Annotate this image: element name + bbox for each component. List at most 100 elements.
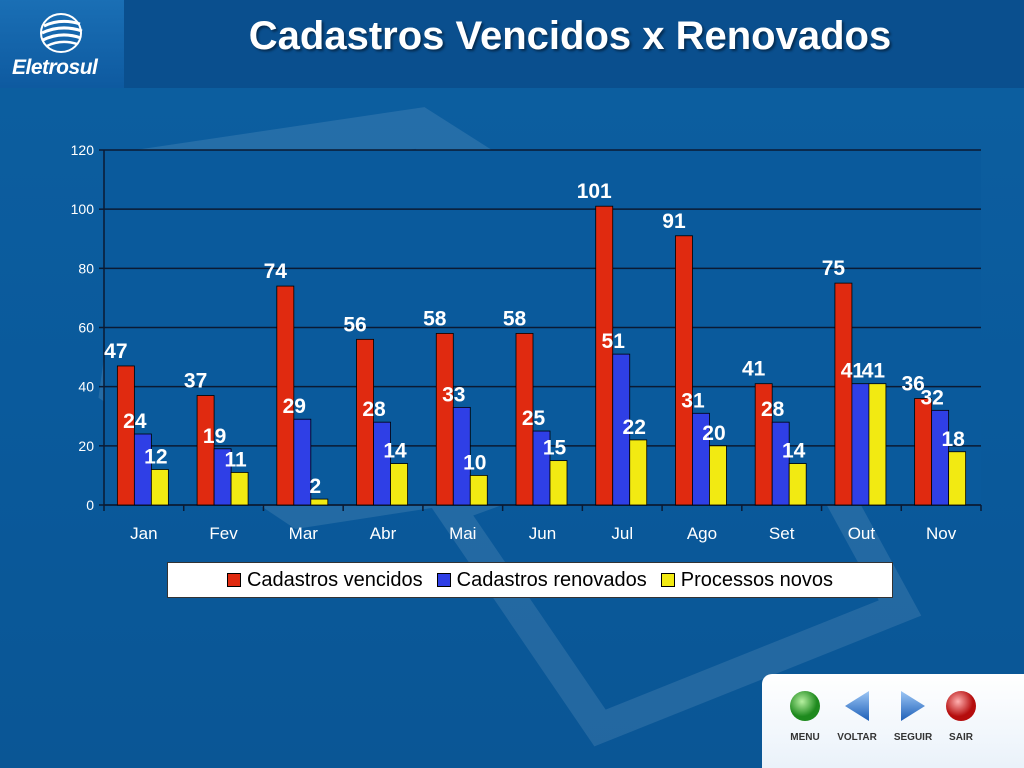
y-tick-label: 0 bbox=[86, 497, 94, 513]
data-label: 75 bbox=[822, 257, 846, 280]
exit-label: SAIR bbox=[949, 732, 973, 743]
data-label: 101 bbox=[577, 180, 612, 203]
bar-vencidos bbox=[515, 333, 534, 506]
bar-renovados bbox=[931, 409, 950, 506]
bar-renovados bbox=[851, 383, 870, 506]
data-label: 28 bbox=[362, 398, 386, 421]
y-tick-label: 60 bbox=[78, 320, 94, 336]
y-tick-label: 40 bbox=[78, 379, 94, 395]
data-label: 31 bbox=[681, 389, 705, 412]
bar-vencidos bbox=[595, 205, 614, 506]
page-title: Cadastros Vencidos x Renovados bbox=[248, 14, 892, 58]
bar-processos bbox=[868, 383, 887, 506]
data-label: 37 bbox=[184, 370, 207, 393]
legend-swatch-renovados bbox=[436, 573, 451, 587]
bar-processos bbox=[150, 469, 169, 506]
next-button[interactable]: SEGUIR bbox=[886, 686, 940, 760]
x-tick-label: Ago bbox=[687, 524, 717, 543]
green-circle-icon bbox=[790, 691, 820, 721]
data-label: 28 bbox=[761, 398, 785, 421]
x-tick-label: Jan bbox=[130, 524, 157, 543]
bar-processos bbox=[310, 498, 329, 506]
data-label: 74 bbox=[264, 260, 288, 283]
data-label: 15 bbox=[543, 437, 567, 460]
y-tick-label: 100 bbox=[71, 201, 95, 217]
bar-vencidos bbox=[196, 395, 215, 506]
data-label: 24 bbox=[123, 410, 147, 433]
legend-label-renovados: Cadastros renovados bbox=[456, 568, 647, 591]
bar-processos bbox=[549, 460, 568, 506]
bar-processos bbox=[629, 439, 648, 506]
data-label: 14 bbox=[782, 440, 806, 463]
menu-label: MENU bbox=[790, 732, 820, 743]
y-tick-label: 120 bbox=[71, 142, 95, 158]
bar-vencidos bbox=[675, 235, 693, 506]
legend-swatch-processos bbox=[660, 573, 675, 587]
arrow-left-icon bbox=[845, 691, 869, 721]
header-bar bbox=[0, 0, 1024, 88]
bar-processos bbox=[948, 451, 967, 506]
exit-button[interactable]: SAIR bbox=[934, 686, 988, 760]
bar-chart: 020406080100120Jan472412Fev371911Mar7429… bbox=[71, 142, 982, 543]
legend-swatch-vencidos bbox=[226, 573, 241, 587]
data-label: 56 bbox=[343, 313, 366, 336]
data-label: 11 bbox=[224, 448, 247, 471]
x-tick-label: Mar bbox=[289, 524, 319, 543]
y-tick-label: 80 bbox=[78, 260, 94, 276]
x-tick-label: Nov bbox=[926, 524, 957, 543]
data-label: 10 bbox=[463, 451, 486, 474]
logo-text: Eletrosul bbox=[12, 56, 98, 79]
arrow-right-icon bbox=[901, 691, 925, 721]
next-label: SEGUIR bbox=[893, 732, 933, 743]
bar-vencidos bbox=[834, 282, 853, 506]
bar-renovados bbox=[771, 421, 790, 506]
data-label: 51 bbox=[602, 330, 626, 353]
bar-vencidos bbox=[356, 338, 374, 506]
bar-vencidos bbox=[914, 398, 933, 506]
y-tick-label: 20 bbox=[78, 438, 94, 454]
menu-button[interactable]: MENU bbox=[778, 686, 832, 760]
legend-item-renovados: Cadastros renovados bbox=[436, 568, 647, 592]
navigation-panel: MENU VOLTAR SEGUIR SAIR bbox=[762, 674, 1024, 768]
data-label: 12 bbox=[144, 446, 167, 469]
back-label: VOLTAR bbox=[837, 732, 877, 743]
x-tick-label: Mai bbox=[449, 524, 476, 543]
red-circle-icon bbox=[946, 691, 976, 721]
data-label: 14 bbox=[383, 440, 407, 463]
bar-processos bbox=[469, 475, 488, 506]
x-tick-label: Jun bbox=[529, 524, 556, 543]
x-tick-label: Jul bbox=[611, 524, 633, 543]
x-tick-label: Fev bbox=[209, 524, 238, 543]
data-label: 19 bbox=[203, 425, 226, 448]
data-label: 2 bbox=[309, 475, 321, 498]
bar-renovados bbox=[373, 421, 391, 506]
data-label: 58 bbox=[423, 307, 447, 330]
data-label: 33 bbox=[442, 383, 465, 406]
globe-icon bbox=[40, 13, 83, 53]
bar-vencidos bbox=[276, 285, 295, 506]
x-tick-label: Abr bbox=[370, 524, 397, 543]
bar-renovados bbox=[612, 353, 631, 506]
data-label: 58 bbox=[503, 307, 527, 330]
data-label: 22 bbox=[623, 416, 646, 439]
legend-item-vencidos: Cadastros vencidos bbox=[226, 568, 423, 592]
bar-processos bbox=[230, 472, 249, 506]
data-label: 25 bbox=[522, 407, 546, 430]
bar-renovados bbox=[293, 418, 312, 506]
data-label: 91 bbox=[662, 210, 686, 233]
legend-item-processos: Processos novos bbox=[660, 568, 834, 592]
data-label: 20 bbox=[702, 422, 725, 445]
bar-vencidos bbox=[116, 365, 135, 506]
data-label: 47 bbox=[104, 340, 127, 363]
legend-label-vencidos: Cadastros vencidos bbox=[246, 568, 423, 591]
x-tick-label: Out bbox=[848, 524, 876, 543]
chart-legend: Cadastros vencidos Cadastros renovados P… bbox=[167, 562, 893, 598]
data-label: 29 bbox=[283, 395, 306, 418]
legend-label-processos: Processos novos bbox=[680, 568, 834, 591]
back-button[interactable]: VOLTAR bbox=[830, 686, 884, 760]
data-label: 41 bbox=[742, 358, 766, 381]
x-tick-label: Set bbox=[769, 524, 795, 543]
data-label: 32 bbox=[920, 386, 943, 409]
bar-processos bbox=[390, 463, 408, 506]
data-label: 36 bbox=[901, 373, 924, 396]
